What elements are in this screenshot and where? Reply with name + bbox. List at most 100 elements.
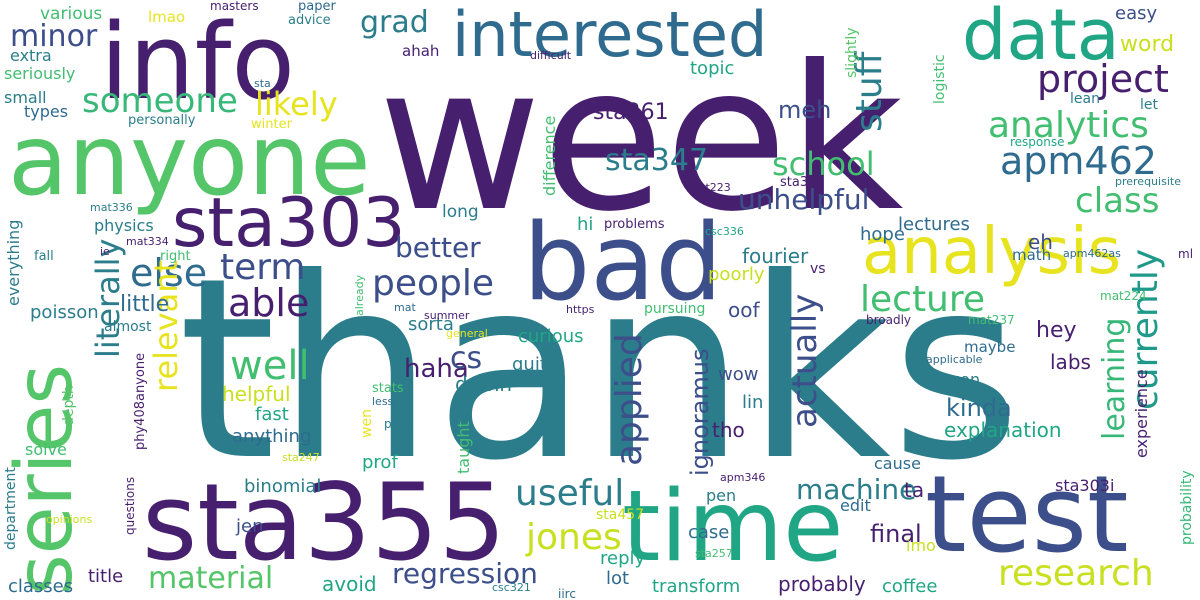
word-relevant: relevant	[147, 259, 185, 392]
word-lecture: lecture	[860, 279, 986, 320]
word-grad: grad	[360, 5, 429, 40]
word-sta302: sta302	[780, 175, 825, 190]
word-likely: likely	[255, 85, 338, 123]
word-maybe: maybe	[964, 338, 1016, 356]
word-extra: extra	[10, 46, 52, 65]
word-cause: cause	[874, 454, 921, 473]
word-helpful: helpful	[222, 382, 291, 406]
word-seriously: seriously	[4, 64, 76, 83]
word-sta347: sta347	[605, 143, 709, 178]
word-class: class	[1075, 181, 1160, 221]
word-hi: hi	[577, 214, 594, 235]
word-else: else	[130, 251, 208, 295]
word-advice: advice	[288, 13, 331, 28]
word-sta355: sta355	[142, 461, 507, 584]
word-applied: applied	[609, 333, 650, 466]
word-math: math	[1012, 246, 1052, 264]
word-pen: pen	[706, 486, 737, 505]
word-fourier: fourier	[742, 244, 809, 268]
word-reply: reply	[600, 548, 646, 569]
word-less: less	[372, 395, 394, 408]
word-stats: stats	[372, 381, 404, 396]
word-mat224: mat224	[1100, 289, 1147, 303]
word-summer: summer	[424, 309, 470, 322]
word-vs: vs	[810, 261, 826, 277]
word-able: able	[228, 281, 310, 325]
word-tho: tho	[712, 418, 745, 442]
word-analysis: analysis	[862, 215, 1122, 289]
word-lmao: lmao	[148, 8, 186, 26]
word-final: final	[870, 520, 922, 548]
word-kinda: kinda	[946, 394, 1012, 422]
word-learning: learning	[1097, 317, 1132, 440]
word-hope: hope	[860, 224, 905, 245]
word-apm462as: apm462as	[1063, 247, 1121, 260]
word-lean: lean	[1070, 91, 1100, 107]
word-better: better	[395, 231, 481, 264]
word-haha: haha	[404, 354, 469, 384]
word-interested: interested	[452, 0, 768, 71]
word-personally: personally	[128, 113, 196, 128]
word-quite: quite	[512, 354, 558, 375]
word-avoid: avoid	[322, 572, 377, 596]
word-test: test	[925, 453, 1129, 576]
word-fast: fast	[255, 404, 289, 425]
word-opinions: opinions	[46, 513, 93, 526]
word-apm346: apm346	[720, 471, 766, 484]
word-apm462: apm462	[1000, 139, 1157, 183]
word-prof: prof	[362, 452, 398, 473]
word-probability: probability	[1179, 470, 1195, 545]
word-questions: questions	[123, 476, 137, 535]
word-ignoramus: ignoramus	[686, 348, 714, 476]
word-sta303i: sta303i	[1055, 476, 1115, 495]
word-right: right	[160, 249, 191, 264]
word-solve: solve	[25, 440, 67, 459]
word-someone: someone	[82, 81, 238, 121]
word-actually: actually	[785, 293, 825, 428]
word-slightly: slightly	[844, 27, 860, 79]
word-wow: wow	[718, 364, 759, 385]
word-meh: meh	[778, 96, 832, 124]
word-bad: bad	[523, 201, 723, 324]
word-ahah: ahah	[402, 42, 440, 60]
word-general: general	[446, 327, 488, 340]
word-classes: classes	[8, 576, 74, 597]
word-mat: mat	[394, 301, 416, 314]
word-sta257: sta257	[695, 547, 733, 560]
word-broadly: broadly	[866, 313, 912, 327]
word-everything: everything	[4, 219, 23, 306]
word-already: already	[353, 274, 366, 316]
word-lin: lin	[742, 392, 764, 413]
word-phy408anyone: phy408anyone	[133, 352, 148, 450]
word-poorly: poorly	[708, 264, 765, 285]
word-info: info	[100, 1, 296, 123]
word-anyone: anyone	[8, 104, 371, 218]
word-ta: ta	[904, 478, 925, 502]
word-small: small	[4, 88, 47, 107]
word-prerequisite: prerequisite	[1115, 175, 1181, 188]
word-little: little	[120, 292, 170, 317]
word-analytics: analytics	[988, 105, 1149, 146]
word-winter: winter	[251, 117, 292, 132]
word-paper: paper	[298, 0, 336, 14]
word-long: long	[442, 202, 479, 222]
word-applicable: applicable	[926, 353, 983, 366]
word-experience: experience	[1132, 369, 1151, 458]
word-case: case	[688, 522, 730, 543]
word-sorta: sorta	[408, 314, 454, 335]
word-difficult: difficult	[530, 49, 572, 62]
word-prior: prior	[384, 417, 413, 431]
word-response: response	[1010, 135, 1065, 149]
word-eh: eh	[1028, 230, 1053, 254]
word-types: types	[24, 102, 69, 121]
word-difference: difference	[540, 115, 559, 196]
word-oof: oof	[728, 298, 760, 322]
word-sta: sta	[254, 77, 271, 90]
word-labs: labs	[1050, 350, 1091, 374]
word-cs: cs	[450, 341, 483, 376]
word-https: https	[566, 303, 595, 316]
word-sta261: sta261	[593, 100, 669, 125]
word-edit: edit	[840, 496, 871, 515]
word-logistic: logistic	[932, 54, 948, 104]
